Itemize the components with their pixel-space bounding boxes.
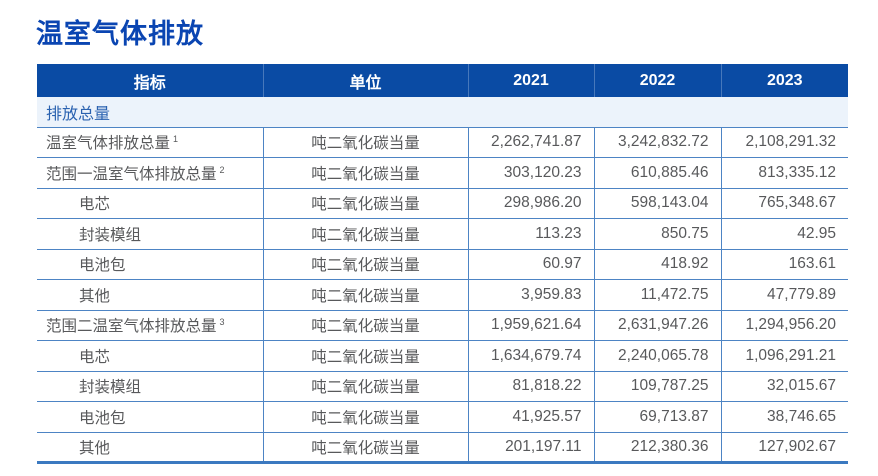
unit-cell: 吨二氧化碳当量 [263,371,469,402]
indicator-cell: 封装模组 [37,371,264,402]
indicator-cell: 电芯 [37,188,264,219]
unit-cell: 吨二氧化碳当量 [263,188,469,219]
indicator-label: 范围一温室气体排放总量 [46,165,217,183]
value-cell: 163.61 [721,249,848,280]
value-cell: 81,818.22 [468,371,595,402]
value-cell: 1,294,956.20 [721,310,848,341]
header-year-2023: 2023 [721,64,848,97]
table-row: 范围二温室气体排放总量 3 吨二氧化碳当量 1,959,621.64 2,631,… [37,310,848,341]
value-cell: 1,959,621.64 [468,310,595,341]
unit-cell: 吨二氧化碳当量 [263,249,469,280]
indicator-label: 电芯 [79,196,111,214]
indicator-cell: 其他 [37,432,264,464]
value-cell: 598,143.04 [594,188,722,219]
unit-cell: 吨二氧化碳当量 [263,127,469,158]
value-cell: 32,015.67 [721,371,848,402]
header-row: 指标 单位 2021 2022 2023 [37,64,848,97]
value-cell: 813,335.12 [721,157,848,189]
value-cell: 41,925.57 [468,401,595,433]
unit-cell: 吨二氧化碳当量 [263,279,469,311]
indicator-cell: 范围一温室气体排放总量 2 [37,157,264,189]
indicator-cell: 电池包 [37,401,264,433]
table-row: 电芯 吨二氧化碳当量 298,986.20 598,143.04 765,348… [37,188,848,219]
table-body: 排放总量 温室气体排放总量 1 吨二氧化碳当量 2,262,741.87 3,24… [37,97,848,464]
unit-cell: 吨二氧化碳当量 [263,340,469,372]
table-row: 电芯 吨二氧化碳当量 1,634,679.74 2,240,065.78 1,0… [37,340,848,372]
value-cell: 2,262,741.87 [468,127,595,158]
indicator-label: 温室气体排放总量 [46,135,171,153]
value-cell: 765,348.67 [721,188,848,219]
section-label: 排放总量 [37,97,848,128]
table-row: 电池包 吨二氧化碳当量 60.97 418.92 163.61 [37,249,848,280]
footnote-marker: 3 [219,317,225,328]
table-row: 其他 吨二氧化碳当量 201,197.11 212,380.36 127,902… [37,432,848,464]
unit-cell: 吨二氧化碳当量 [263,310,469,341]
header-unit: 单位 [263,64,469,97]
indicator-cell: 电池包 [37,249,264,280]
indicator-cell: 温室气体排放总量 1 [37,127,264,158]
table-row: 温室气体排放总量 1 吨二氧化碳当量 2,262,741.87 3,242,832… [37,127,848,158]
footnote-marker: 2 [219,164,225,175]
value-cell: 201,197.11 [468,432,595,464]
value-cell: 1,634,679.74 [468,340,595,372]
indicator-label: 封装模组 [79,379,142,397]
section-row: 排放总量 [37,97,848,128]
unit-cell: 吨二氧化碳当量 [263,432,469,464]
indicator-cell: 范围二温室气体排放总量 3 [37,310,264,341]
value-cell: 11,472.75 [594,279,722,311]
value-cell: 60.97 [468,249,595,280]
value-cell: 850.75 [594,218,722,250]
value-cell: 1,096,291.21 [721,340,848,372]
value-cell: 298,986.20 [468,188,595,219]
indicator-label: 封装模组 [79,226,142,244]
table-row: 封装模组 吨二氧化碳当量 113.23 850.75 42.95 [37,218,848,250]
value-cell: 3,959.83 [468,279,595,311]
indicator-label: 范围二温室气体排放总量 [46,318,217,336]
value-cell: 2,108,291.32 [721,127,848,158]
value-cell: 3,242,832.72 [594,127,722,158]
value-cell: 113.23 [468,218,595,250]
indicator-label: 电芯 [79,348,111,366]
indicator-label: 电池包 [79,409,126,427]
table-row: 封装模组 吨二氧化碳当量 81,818.22 109,787.25 32,015… [37,371,848,402]
table-header: 指标 单位 2021 2022 2023 [37,64,848,97]
table-row: 其他 吨二氧化碳当量 3,959.83 11,472.75 47,779.89 [37,279,848,311]
table-row: 范围一温室气体排放总量 2 吨二氧化碳当量 303,120.23 610,885.… [37,157,848,189]
unit-cell: 吨二氧化碳当量 [263,157,469,189]
value-cell: 69,713.87 [594,401,722,433]
value-cell: 418.92 [594,249,722,280]
value-cell: 212,380.36 [594,432,722,464]
indicator-label: 电池包 [79,257,126,275]
value-cell: 610,885.46 [594,157,722,189]
header-year-2021: 2021 [468,64,595,97]
value-cell: 38,746.65 [721,401,848,433]
indicator-cell: 电芯 [37,340,264,372]
value-cell: 2,631,947.26 [594,310,722,341]
table-row: 电池包 吨二氧化碳当量 41,925.57 69,713.87 38,746.6… [37,401,848,433]
value-cell: 303,120.23 [468,157,595,189]
indicator-label: 其他 [79,287,111,305]
value-cell: 42.95 [721,218,848,250]
emissions-table: 指标 单位 2021 2022 2023 排放总量 温室气体排放总量 1 吨二氧化… [37,64,848,464]
value-cell: 127,902.67 [721,432,848,464]
header-year-2022: 2022 [594,64,722,97]
unit-cell: 吨二氧化碳当量 [263,218,469,250]
indicator-label: 其他 [79,439,111,457]
value-cell: 47,779.89 [721,279,848,311]
indicator-cell: 封装模组 [37,218,264,250]
page-title: 温室气体排放 [36,19,204,49]
indicator-cell: 其他 [37,279,264,311]
value-cell: 2,240,065.78 [594,340,722,372]
header-indicator: 指标 [37,64,264,97]
value-cell: 109,787.25 [594,371,722,402]
footnote-marker: 1 [173,134,179,145]
unit-cell: 吨二氧化碳当量 [263,401,469,433]
